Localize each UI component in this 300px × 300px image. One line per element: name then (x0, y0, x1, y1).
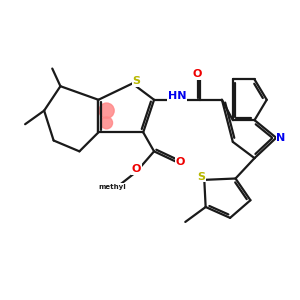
Text: O: O (132, 164, 141, 174)
Text: O: O (193, 69, 202, 79)
Circle shape (99, 103, 114, 118)
Text: S: S (198, 172, 206, 182)
Text: methyl: methyl (99, 184, 126, 190)
Text: N: N (277, 133, 286, 143)
Text: HN: HN (168, 91, 186, 101)
Text: S: S (132, 76, 140, 86)
Circle shape (100, 117, 112, 129)
Text: O: O (175, 157, 184, 167)
